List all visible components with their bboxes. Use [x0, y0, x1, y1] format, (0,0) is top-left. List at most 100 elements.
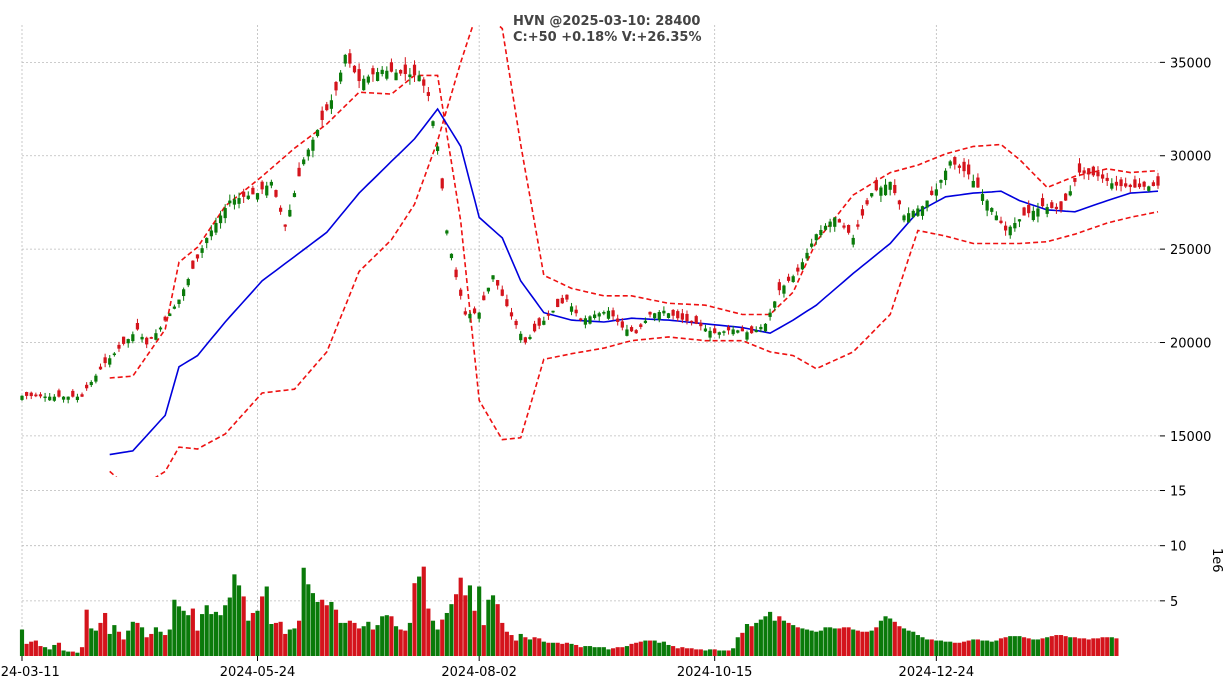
volume-bar [449, 604, 454, 656]
candle-body [431, 121, 435, 126]
volume-bar [1022, 637, 1027, 656]
volume-bar [172, 599, 177, 656]
candle-body [1054, 206, 1059, 209]
candle-body [343, 54, 347, 64]
candle-body [311, 139, 315, 151]
candle-body [736, 330, 740, 333]
candle-body [888, 181, 892, 190]
volume-bar [703, 650, 708, 656]
candle-body [43, 396, 47, 399]
volume-bar [38, 646, 43, 656]
candle-body [477, 312, 481, 319]
volume-bar [204, 605, 209, 656]
volume-bar [273, 622, 279, 656]
volume-bar [763, 616, 768, 656]
candle-body [29, 392, 33, 397]
price-tick-label: 15000 [1170, 430, 1211, 445]
volume-bar [837, 628, 842, 656]
candle-body [1036, 208, 1040, 217]
volume-bar [768, 611, 773, 656]
candle-body [486, 287, 491, 292]
volume-bar [93, 630, 98, 656]
axes: 15000 20000 25000 30000 35000 5 10 15 1e6 2024-03… [0, 56, 1224, 680]
candle-body [625, 329, 629, 336]
candle-body [205, 237, 209, 244]
volume-bar [107, 633, 112, 656]
volume-bar [878, 620, 884, 656]
candle-body [777, 282, 781, 291]
volume-bar [943, 641, 948, 656]
candle-body [870, 193, 874, 197]
candle-body [819, 229, 823, 236]
volume-bar [357, 628, 362, 656]
candle-body [634, 330, 638, 334]
candle-body [195, 254, 200, 259]
volume-bar [269, 624, 274, 656]
volume-bar [712, 649, 717, 656]
candle-body [685, 313, 689, 322]
volume-bar [301, 567, 306, 656]
candle-body [551, 310, 555, 313]
volume-bar [283, 633, 288, 656]
candle-body [653, 313, 657, 319]
chart-title-line2: C:+50 +0.18% V:+26.35% [513, 30, 701, 45]
volume-bar [126, 630, 131, 656]
volume-bar [486, 599, 491, 656]
volume-bar [440, 619, 445, 656]
candle-body [52, 396, 56, 401]
candle-body [468, 313, 472, 319]
candle-body [745, 332, 749, 340]
volume-bar [1105, 637, 1110, 656]
volume-bar [994, 640, 999, 656]
candle-body [560, 297, 564, 304]
candle-body [542, 320, 546, 325]
volume-bar [296, 620, 302, 656]
candle-body [1064, 193, 1068, 201]
volume-bar [481, 625, 486, 656]
volume-bar [417, 576, 422, 656]
candle-body [773, 301, 777, 308]
volume-bar [306, 584, 311, 656]
volume-bar [929, 639, 934, 656]
upper-band-line [109, 25, 1159, 477]
candle-body [786, 276, 791, 281]
volume-bar [864, 631, 870, 656]
candlesticks [20, 49, 1160, 404]
candle-body [25, 392, 29, 396]
volume-bar [869, 630, 874, 656]
candle-body [810, 243, 814, 247]
candle-body [1151, 182, 1155, 187]
volume-bar [795, 627, 800, 656]
candle-body [1008, 226, 1012, 236]
candle-body [89, 381, 93, 386]
volume-bar [818, 630, 823, 656]
volume-bar [370, 629, 376, 656]
volume-bar [652, 640, 657, 656]
volume-bar [213, 611, 219, 656]
volume-bar [546, 642, 551, 656]
volume-bar [684, 648, 690, 656]
candle-body [999, 220, 1003, 223]
candle-body [352, 65, 357, 73]
candle-body [1124, 183, 1128, 187]
candle-body [1110, 183, 1114, 189]
volume-bar [1095, 638, 1101, 656]
candle-body [371, 68, 375, 75]
candle-body [403, 64, 407, 75]
lower-band-line [109, 74, 1159, 441]
candle-body [643, 320, 648, 323]
candle-body [94, 375, 98, 382]
volume-bar [666, 644, 671, 656]
candle-body [930, 190, 934, 195]
volume-bar [1008, 636, 1013, 656]
volume-bar [823, 627, 828, 656]
candle-body [579, 318, 583, 321]
candle-body [911, 210, 915, 218]
candle-body [606, 310, 611, 319]
volume-bar [527, 639, 533, 656]
volume-bar [1082, 638, 1087, 656]
candle-body [348, 53, 352, 64]
volume-bar [934, 640, 939, 656]
volume-bar [897, 626, 902, 656]
volume-bar [1017, 636, 1022, 656]
